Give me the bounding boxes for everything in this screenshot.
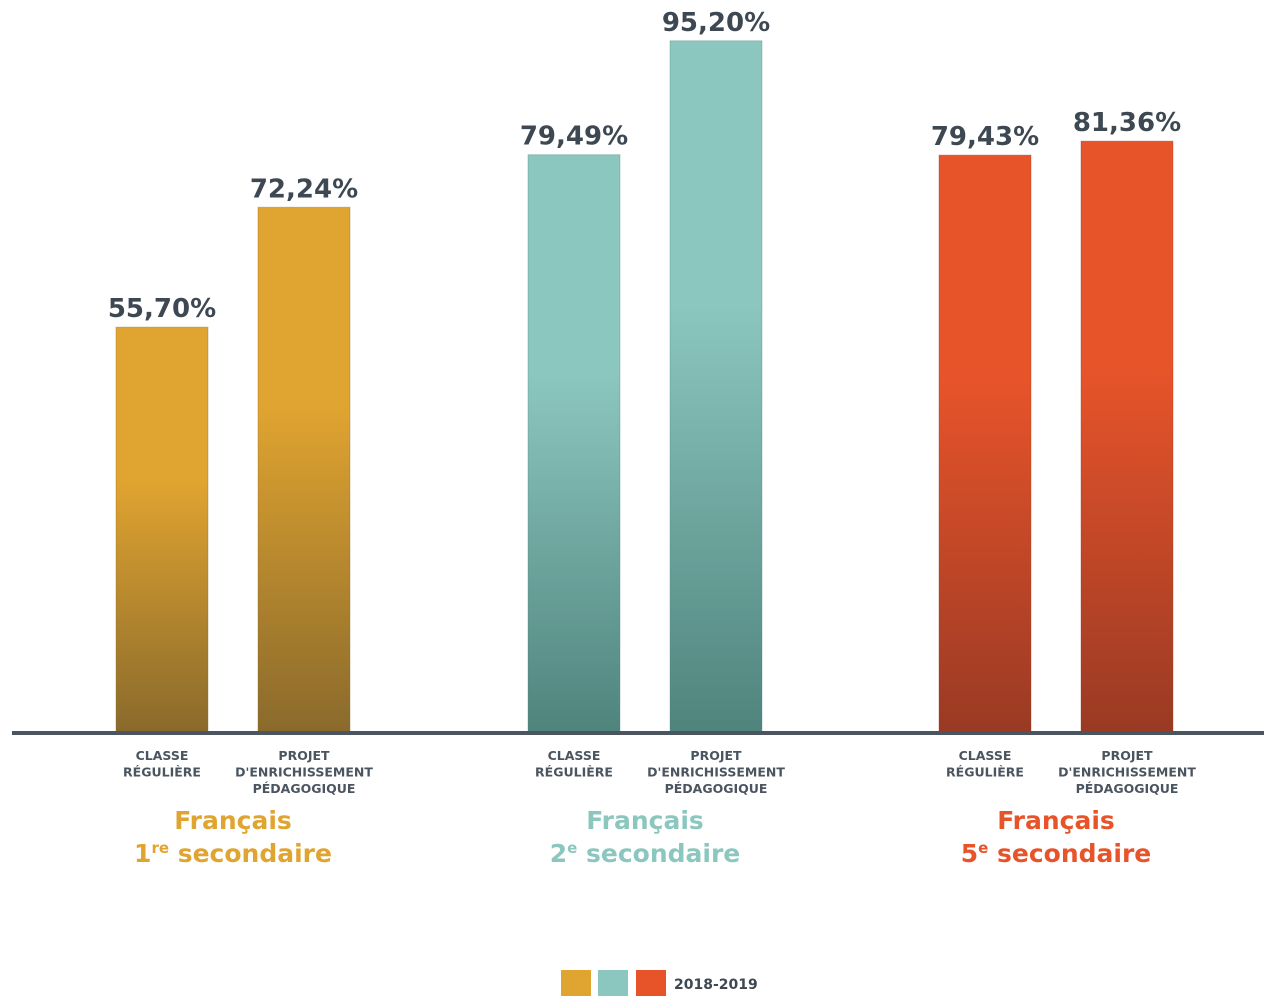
value-label: 81,36%: [1073, 108, 1181, 138]
value-label: 55,70%: [108, 294, 216, 324]
bar-group2-classe-reguliere: [527, 154, 621, 732]
group-label-line2: 2e secondaire: [550, 839, 741, 868]
group-label-line1: Français: [997, 806, 1115, 835]
value-label: 95,20%: [662, 8, 770, 38]
group-level-number: 5: [961, 839, 978, 868]
group-level-number: 2: [550, 839, 567, 868]
category-label: RÉGULIÈRE: [535, 765, 613, 780]
category-label: PÉDAGOGIQUE: [253, 781, 356, 796]
category-label: D'ENRICHISSEMENT: [1058, 765, 1196, 780]
bar-group3-projet-enrichissement: [1080, 140, 1174, 732]
group-label-line1: Français: [174, 806, 292, 835]
category-label: CLASSE: [548, 748, 601, 763]
bar-group1-projet-enrichissement: [257, 206, 351, 732]
category-label: RÉGULIÈRE: [123, 765, 201, 780]
value-label: 79,49%: [520, 122, 628, 152]
category-label: PROJET: [690, 748, 742, 763]
bars-layer: [115, 40, 1174, 732]
value-label: 79,43%: [931, 122, 1039, 152]
group-level-rest: secondaire: [169, 839, 332, 868]
category-label: D'ENRICHISSEMENT: [235, 765, 373, 780]
group-level-number: 1: [134, 839, 151, 868]
category-label: RÉGULIÈRE: [946, 765, 1024, 780]
category-label: PÉDAGOGIQUE: [665, 781, 768, 796]
labels-layer: 55,70% CLASSE RÉGULIÈRE 72,24% PROJET D'ENRIC…: [108, 8, 1196, 868]
category-label: PROJET: [1101, 748, 1153, 763]
category-label: CLASSE: [136, 748, 189, 763]
group-level-suffix: re: [151, 839, 169, 857]
group-level-suffix: e: [567, 839, 577, 857]
group-label-line1: Français: [586, 806, 704, 835]
bar-group2-projet-enrichissement: [669, 40, 763, 732]
category-label: CLASSE: [959, 748, 1012, 763]
legend-swatch: [636, 970, 666, 996]
category-label: D'ENRICHISSEMENT: [647, 765, 785, 780]
group-level-suffix: e: [978, 839, 988, 857]
legend-swatch: [561, 970, 591, 996]
category-label: PROJET: [278, 748, 330, 763]
group-label-line2: 1re secondaire: [134, 839, 332, 868]
category-label: PÉDAGOGIQUE: [1076, 781, 1179, 796]
legend-swatch: [598, 970, 628, 996]
group-label-line2: 5e secondaire: [961, 839, 1152, 868]
bar-group3-classe-reguliere: [938, 154, 1032, 732]
legend-label: 2018-2019: [674, 977, 758, 993]
bar-group1-classe-reguliere: [115, 326, 209, 732]
legend: 2018-2019: [561, 970, 758, 996]
group-level-rest: secondaire: [577, 839, 740, 868]
group-level-rest: secondaire: [988, 839, 1151, 868]
value-label: 72,24%: [250, 174, 358, 204]
